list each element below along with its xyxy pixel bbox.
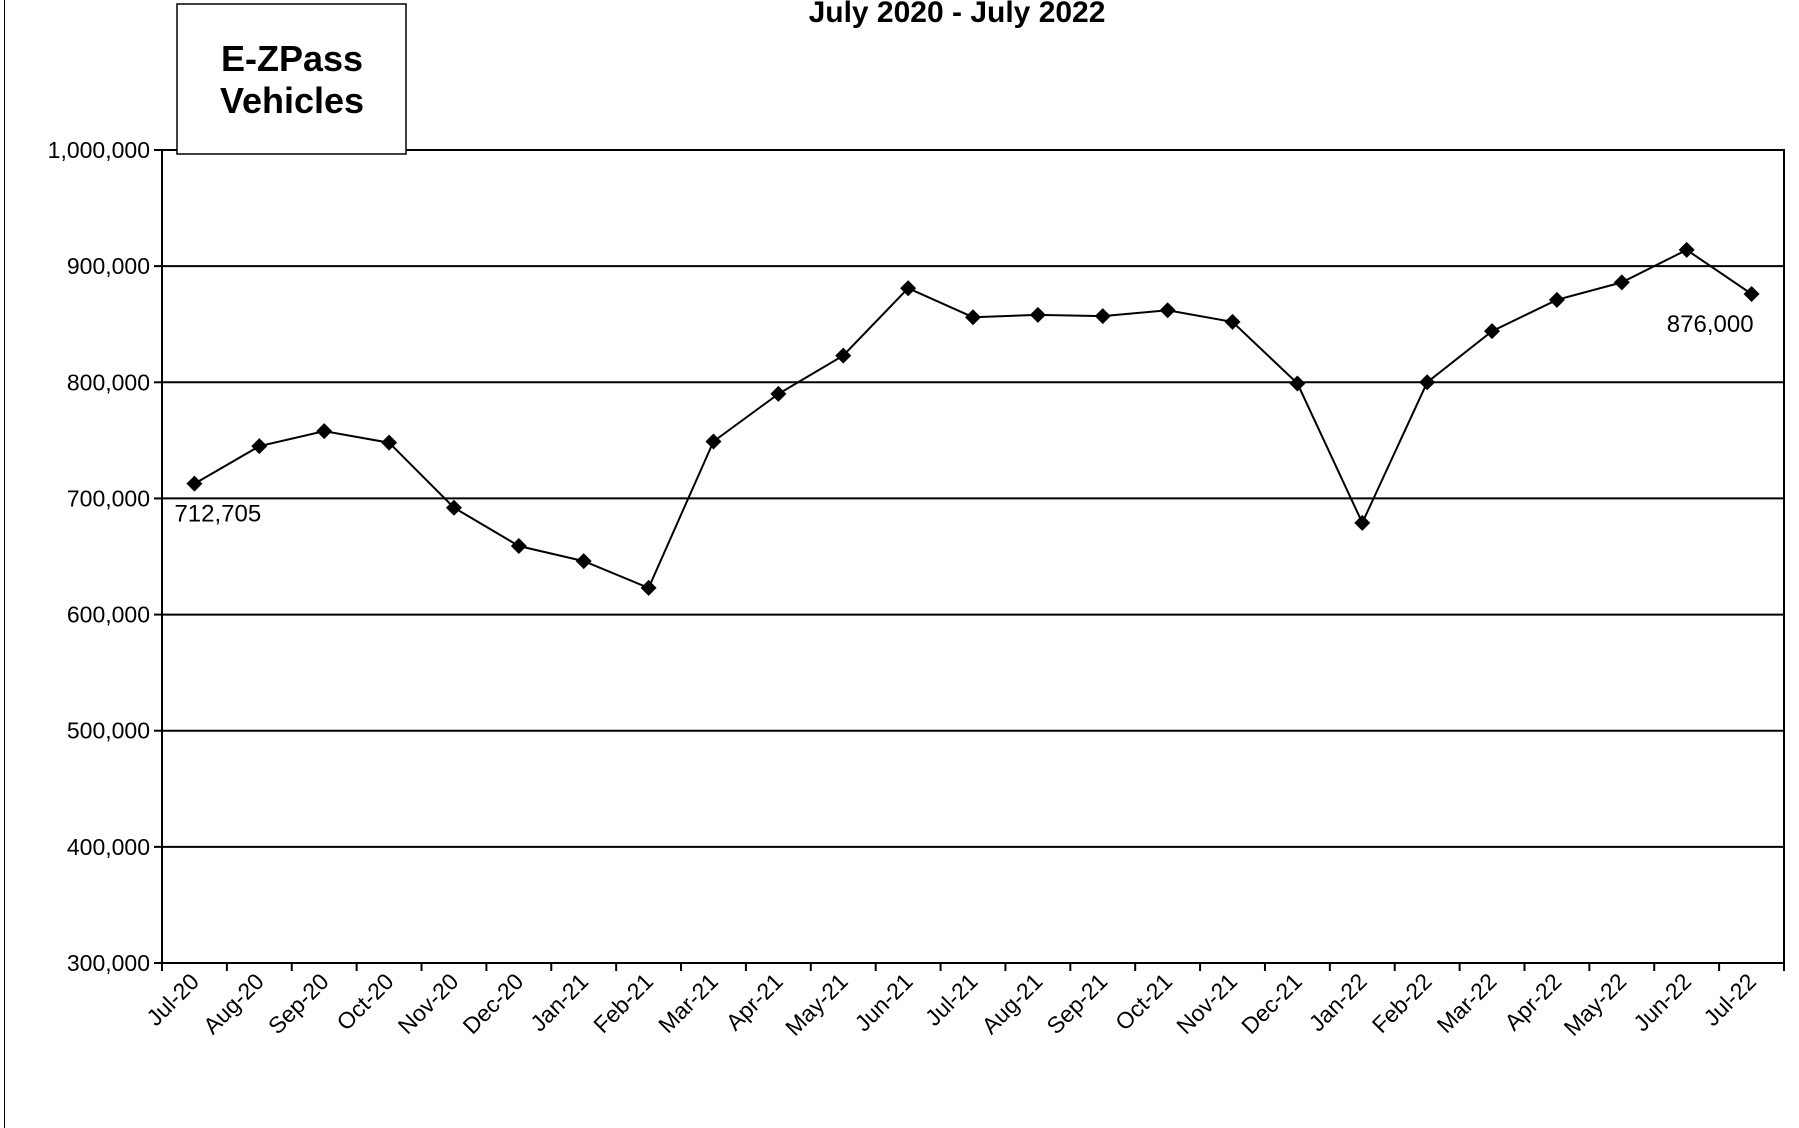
data-point-marker <box>640 579 657 596</box>
data-point-marker <box>705 433 722 450</box>
x-tick-label: Dec-20 <box>458 968 529 1039</box>
data-point-marker <box>510 538 527 555</box>
data-point-marker <box>1419 374 1436 391</box>
y-tick-label: 400,000 <box>67 834 150 860</box>
data-point-marker <box>445 499 462 516</box>
x-tick-label: Jul-22 <box>1698 968 1761 1031</box>
data-label: 876,000 <box>1667 311 1754 338</box>
y-tick-label: 300,000 <box>67 950 150 976</box>
plot-area: 300,000 400,000 500,000 600,000 700,000 800,0… <box>48 137 1785 1041</box>
series-line <box>193 248 1753 590</box>
x-tick-label: Jun-22 <box>1628 968 1696 1036</box>
data-point-marker <box>1484 323 1501 340</box>
x-tick-label: Sep-21 <box>1041 968 1112 1039</box>
data-point-marker <box>381 434 398 451</box>
x-tick-label: Apr-22 <box>1499 968 1566 1035</box>
y-tick-label: 800,000 <box>67 369 150 395</box>
x-tick-label: May-22 <box>1559 968 1632 1041</box>
data-point-marker <box>1354 514 1371 531</box>
data-point-marker <box>1224 313 1241 330</box>
x-tick-label: Oct-21 <box>1110 968 1177 1035</box>
x-tick-label: Sep-20 <box>263 968 334 1039</box>
data-point-marker <box>316 423 333 440</box>
x-tick-label: Nov-21 <box>1171 968 1242 1039</box>
data-point-marker <box>900 280 917 297</box>
data-point-marker <box>770 385 787 402</box>
x-tick-label: Jun-21 <box>850 968 918 1036</box>
x-tick-label: Mar-21 <box>653 968 723 1038</box>
chart-title: July 2020 - July 2022 <box>809 0 1106 29</box>
data-point-marker <box>575 553 592 570</box>
y-tick-label: 900,000 <box>67 253 150 279</box>
data-point-marker <box>1678 241 1695 258</box>
data-point-marker <box>1548 291 1565 308</box>
data-point-marker <box>1743 286 1760 303</box>
series-label-box-frame <box>176 3 407 155</box>
x-tick-label: Nov-20 <box>393 968 464 1039</box>
y-tick-label: 1,000,000 <box>48 137 150 163</box>
x-tick-label: Aug-20 <box>198 968 269 1039</box>
data-point-marker <box>1159 302 1176 319</box>
y-tick-label: 500,000 <box>67 718 150 744</box>
data-point-marker <box>251 438 268 455</box>
data-point-marker <box>1094 308 1111 325</box>
x-tick-label: Jul-21 <box>920 968 983 1031</box>
x-tick-label: Jan-21 <box>525 968 593 1036</box>
data-point-marker <box>1289 375 1306 392</box>
plot-border <box>161 149 1785 964</box>
series-label-box: E-ZPass Vehicles <box>176 3 407 155</box>
data-label: 712,705 <box>174 501 261 528</box>
x-tick-label: Feb-22 <box>1367 968 1437 1038</box>
x-tick-label: May-21 <box>780 968 853 1041</box>
x-tick-label: Aug-21 <box>977 968 1048 1039</box>
x-tick-label: Feb-21 <box>588 968 658 1038</box>
x-tick-label: Apr-21 <box>721 968 788 1035</box>
y-tick-label: 600,000 <box>67 602 150 628</box>
x-tick-label: Dec-21 <box>1236 968 1307 1039</box>
x-tick-label: Jan-22 <box>1304 968 1372 1036</box>
data-point-marker <box>965 309 981 326</box>
x-tick-label: Oct-20 <box>331 968 398 1035</box>
series-label-line-1: E-ZPass <box>221 38 363 79</box>
data-point-marker <box>1613 274 1630 291</box>
series-label-line-2: Vehicles <box>220 80 364 121</box>
x-tick-label: Mar-22 <box>1432 968 1502 1038</box>
data-point-marker <box>1029 306 1046 323</box>
x-tick-label: Jul-20 <box>141 968 204 1031</box>
chart-frame <box>4 0 1795 1128</box>
data-point-marker <box>835 347 852 364</box>
data-point-marker <box>186 475 203 492</box>
y-tick-label: 700,000 <box>67 485 150 511</box>
